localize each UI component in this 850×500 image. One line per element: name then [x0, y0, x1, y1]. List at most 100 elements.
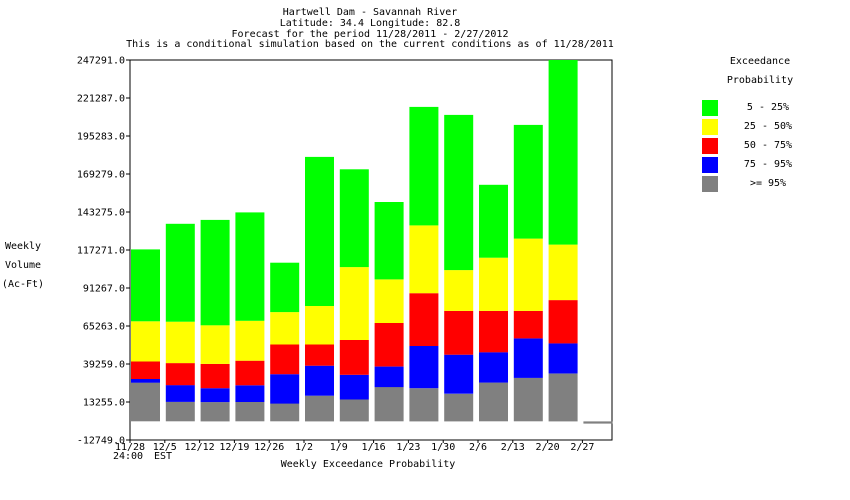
legend-item-75-95: 75 - 95% — [702, 157, 842, 173]
bar-segment — [513, 124, 543, 239]
legend-label: 75 - 95% — [743, 159, 793, 170]
legend-label: 50 - 75% — [743, 140, 793, 151]
legend-label: >= 95% — [749, 178, 787, 189]
bar-segment — [409, 346, 439, 389]
simulation-note: This is a conditional simulation based o… — [126, 39, 614, 50]
bar-group-1-9 — [339, 169, 369, 422]
legend-title-line1: Exceedance — [729, 56, 791, 67]
x-tick-label: 12/26 — [254, 442, 284, 453]
bar-segment — [270, 312, 300, 345]
bar-segment — [235, 320, 265, 361]
bar-segment — [165, 223, 195, 322]
bar-segment — [305, 365, 334, 396]
bar-segment — [479, 382, 508, 422]
bar-segment — [200, 363, 230, 389]
forecast-period: Forecast for the period 11/28/2011 - 2/2… — [231, 29, 509, 40]
bar-segment — [270, 344, 300, 375]
bar-segment — [513, 238, 543, 311]
bar-segment — [409, 225, 439, 294]
bar-segment — [444, 310, 474, 355]
bar-segment — [479, 352, 508, 383]
bar-segment — [131, 249, 160, 322]
bar-segment — [513, 310, 543, 339]
bar-group-12-5 — [165, 223, 195, 422]
bar-segment — [548, 373, 578, 422]
y-tick-label: 39259.0 — [83, 360, 125, 371]
y-tick-label: 221287.0 — [77, 94, 125, 105]
bar-segment — [200, 402, 230, 422]
bar-segment — [444, 114, 474, 271]
legend-swatch — [702, 176, 718, 192]
y-tick-label: 117271.0 — [77, 246, 125, 257]
y-axis-label-line3: (Ac-Ft) — [1, 279, 45, 290]
y-tick-label: 143275.0 — [77, 208, 125, 219]
legend-title-line2: Probability — [726, 75, 794, 86]
bar-segment — [479, 184, 508, 258]
bar-group-2-27 — [583, 421, 613, 424]
bar-segment — [409, 293, 439, 346]
bar-segment — [165, 321, 195, 364]
x-tick-label: 12/12 — [185, 442, 215, 453]
bar-segment — [479, 257, 508, 311]
bar-segment — [583, 421, 613, 424]
bar-segment — [131, 379, 160, 383]
bar-segment — [131, 361, 160, 379]
bar-segment — [374, 323, 404, 367]
bar-segment — [339, 340, 369, 375]
x-origin-timezone: EST — [154, 451, 172, 462]
y-tick-label: -12749.0 — [77, 436, 125, 447]
x-tick-label: 11/28 — [115, 442, 145, 453]
x-tick-label: 1/30 — [431, 442, 455, 453]
bar-segment — [200, 219, 230, 326]
bar-segment — [548, 300, 578, 344]
bar-group-2-13 — [513, 124, 543, 422]
x-tick-label: 2/6 — [469, 442, 487, 453]
bar-segment — [270, 374, 300, 404]
bar-segment — [200, 325, 230, 364]
x-tick-label: 1/23 — [396, 442, 420, 453]
bar-group-1-30 — [444, 114, 474, 422]
bar-segment — [270, 262, 300, 313]
bar-segment — [235, 385, 265, 402]
location-coordinates: Latitude: 34.4 Longitude: 82.8 — [279, 18, 461, 29]
bar-segment — [131, 382, 160, 422]
bar-segment — [305, 305, 334, 345]
legend-item-50-75: 50 - 75% — [702, 138, 842, 154]
x-tick-label: 2/13 — [501, 442, 525, 453]
y-tick-label: 195283.0 — [77, 132, 125, 143]
bar-segment — [548, 343, 578, 374]
y-axis-label-line1: Weekly — [4, 241, 42, 252]
bar-segment — [339, 399, 369, 422]
legend-swatch — [702, 100, 718, 116]
bar-group-1-2 — [305, 156, 334, 422]
bar-segment — [374, 202, 404, 280]
bar-segment — [235, 360, 265, 386]
bar-group-1-16 — [374, 202, 404, 422]
bar-group-12-12 — [200, 219, 230, 422]
bar-segment — [444, 354, 474, 394]
legend-item-95-plus: >= 95% — [702, 176, 842, 192]
bar-segment — [235, 212, 265, 321]
bar-segment — [479, 310, 508, 353]
y-tick-label: 247291.0 — [77, 56, 125, 67]
bar-group-11-28 — [131, 249, 160, 422]
legend-item-5-25: 5 - 25% — [702, 100, 842, 116]
x-tick-label: 1/9 — [330, 442, 348, 453]
bar-segment — [200, 388, 230, 403]
bar-segment — [305, 395, 334, 422]
bar-group-2-6 — [479, 184, 508, 422]
bar-group-1-23 — [409, 106, 439, 422]
legend-swatch — [702, 138, 718, 154]
y-tick-label: 65263.0 — [83, 322, 125, 333]
bar-segment — [374, 279, 404, 323]
bar-segment — [305, 344, 334, 366]
y-axis-label-line2: Volume — [4, 260, 42, 271]
y-tick-label: 169279.0 — [77, 170, 125, 181]
bar-segment — [548, 244, 578, 301]
bar-segment — [270, 403, 300, 422]
bar-segment — [444, 270, 474, 311]
bar-segment — [339, 267, 369, 340]
x-tick-label: 12/5 — [153, 442, 177, 453]
bar-segment — [548, 60, 578, 245]
